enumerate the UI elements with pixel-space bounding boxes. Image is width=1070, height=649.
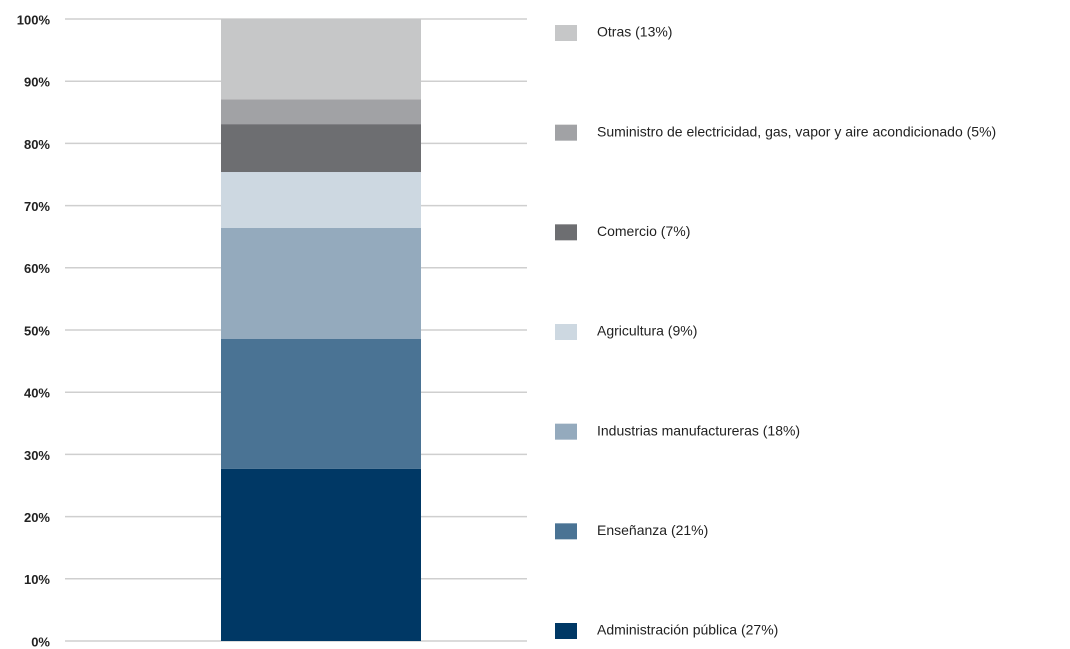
bar-segment xyxy=(221,124,421,173)
legend-swatch xyxy=(555,25,577,41)
y-tick-label: 40% xyxy=(24,386,50,401)
legend-swatch xyxy=(555,124,577,141)
y-tick-label: 100% xyxy=(17,12,51,27)
legend-label: Suministro de electricidad, gas, vapor y… xyxy=(597,123,996,139)
y-tick-label: 80% xyxy=(24,137,50,152)
bar-segment xyxy=(221,172,421,228)
legend-swatch xyxy=(555,224,577,241)
y-tick-label: 70% xyxy=(24,199,50,214)
y-tick-label: 10% xyxy=(24,572,50,587)
bar-segment xyxy=(221,468,421,641)
legend-label: Industrias manufactureras (18%) xyxy=(597,422,800,438)
y-tick-label: 90% xyxy=(24,75,50,90)
legend-swatch xyxy=(555,324,577,340)
bar-segment xyxy=(221,19,421,100)
legend-swatch xyxy=(555,523,577,540)
legend-label: Otras (13%) xyxy=(597,24,672,40)
y-tick-label: 0% xyxy=(31,634,50,649)
y-tick-label: 50% xyxy=(24,323,50,338)
bar-segment xyxy=(221,338,421,469)
legend-label: Agricultura (9%) xyxy=(597,323,697,339)
bar-segment xyxy=(221,99,421,125)
y-tick-label: 30% xyxy=(24,448,50,463)
legend-label: Comercio (7%) xyxy=(597,223,690,239)
legend-swatch xyxy=(555,623,577,639)
y-tick-label: 60% xyxy=(24,261,50,276)
bar-segment xyxy=(221,227,421,339)
legend-label: Enseñanza (21%) xyxy=(597,522,708,538)
legend-swatch xyxy=(555,423,577,440)
y-tick-label: 20% xyxy=(24,510,50,525)
legend-label: Administración pública (27%) xyxy=(597,622,778,638)
